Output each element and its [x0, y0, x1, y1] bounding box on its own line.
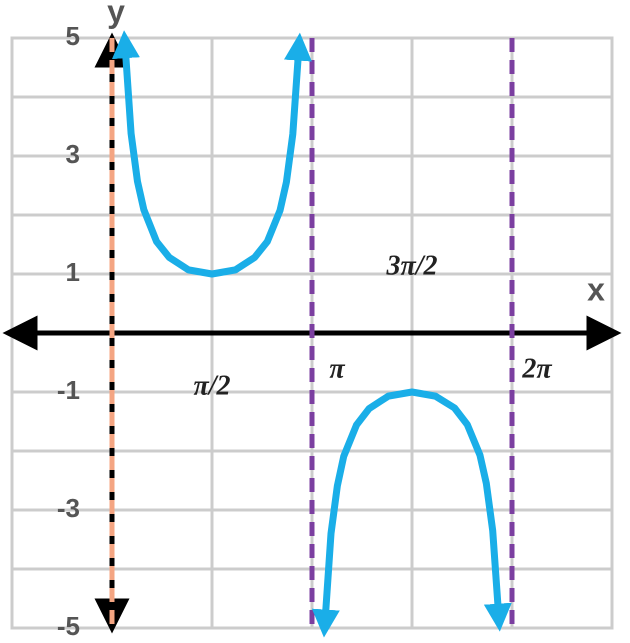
y-axis-label: y: [107, 0, 125, 29]
curve: [311, 388, 512, 638]
x-tick-label: π: [329, 353, 345, 384]
curve: [111, 30, 312, 278]
y-tick-label: -3: [57, 493, 80, 523]
x-tick-label: 2π: [521, 353, 552, 384]
y-tick-label: 3: [66, 139, 80, 169]
x-tick-label: 3π/2: [385, 250, 437, 281]
x-tick-label: π/2: [193, 370, 230, 401]
y-tick-label: 1: [66, 257, 80, 287]
y-tick-label: -1: [57, 375, 80, 405]
y-tick-label: -5: [57, 611, 80, 641]
x-axis-label: x: [587, 271, 605, 307]
y-tick-label: 5: [66, 21, 80, 51]
